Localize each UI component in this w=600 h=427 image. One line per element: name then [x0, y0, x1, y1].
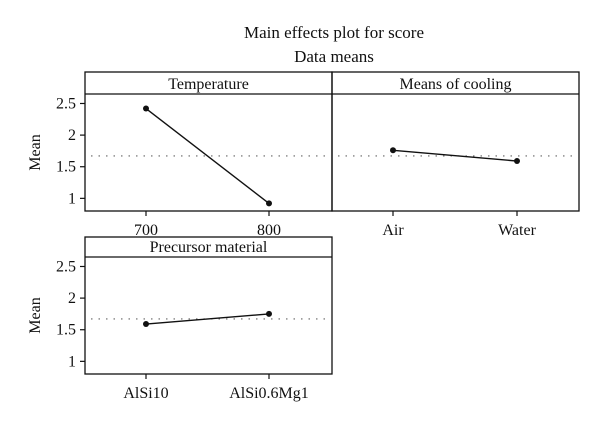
y-axis-label: Mean: [27, 134, 44, 170]
y-tick-label: 2: [68, 290, 76, 307]
panel-frame: [331, 71, 580, 212]
y-tick-label: 2.5: [56, 95, 76, 112]
x-tick-label: Water: [498, 222, 536, 239]
panel-means-of-cooling: Means of cooling Air Water: [331, 71, 580, 239]
panel-title: Precursor material: [150, 239, 268, 256]
data-point-alsi10: [143, 321, 149, 328]
panel-title: Temperature: [168, 76, 249, 93]
chart-subtitle: Data means: [294, 47, 374, 66]
y-tick-label: 1: [68, 190, 76, 207]
panel-precursor-material: Precursor material 1 1.5 2 2.5 Mean AlSi10 AlSi…: [27, 236, 333, 402]
panel-frame: [84, 236, 333, 375]
series-line: [145, 107, 270, 204]
y-tick-label: 1: [68, 353, 76, 370]
data-point-800: [266, 200, 272, 207]
y-tick-label: 1.5: [56, 322, 76, 339]
x-tick-label: AlSi0.6Mg1: [229, 385, 309, 402]
data-point-air: [390, 147, 396, 154]
data-point-alsi0-6mg1: [266, 310, 272, 317]
panel-title: Means of cooling: [400, 76, 512, 93]
data-point-water: [514, 158, 520, 165]
y-tick-label: 2: [68, 127, 76, 144]
x-tick-label: 800: [257, 222, 281, 239]
x-tick-label: 700: [134, 222, 158, 239]
data-point-700: [143, 105, 149, 112]
x-tick-label: AlSi10: [123, 385, 168, 402]
panel-temperature: Temperature 1 1.5 2 2.5 Mean 700 800: [27, 71, 333, 239]
chart-title: Main effects plot for score: [244, 23, 424, 42]
x-tick-label: Air: [382, 222, 404, 239]
y-tick-label: 2.5: [56, 258, 76, 275]
y-axis-label: Mean: [27, 297, 44, 333]
y-tick-label: 1.5: [56, 159, 76, 176]
series-line: [145, 313, 270, 325]
series-line: [392, 149, 518, 162]
chart-panels: Temperature 1 1.5 2 2.5 Mean 700 800 Means of co…: [27, 71, 580, 402]
